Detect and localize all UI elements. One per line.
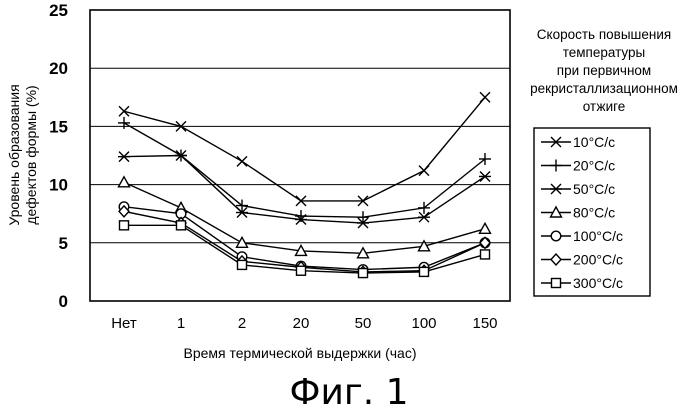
data-point <box>118 105 130 117</box>
y-tick-label: 0 <box>59 292 68 311</box>
legend-label: 50°C/с <box>573 181 615 197</box>
x-axis-label: Время термической выдержки (час) <box>184 345 417 361</box>
data-point <box>479 236 491 250</box>
legend-label: 10°C/с <box>573 134 615 150</box>
legend-item: 50°C/с <box>541 181 615 197</box>
series-7 <box>118 220 491 279</box>
data-point <box>175 220 187 231</box>
series-1 <box>118 91 491 207</box>
data-point <box>357 267 369 279</box>
data-point <box>118 220 130 231</box>
legend-title-line-1: Скорость повышения <box>537 27 671 42</box>
legend-marker <box>550 230 562 242</box>
y-tick-label: 15 <box>49 117 68 136</box>
data-point <box>236 155 248 167</box>
y-tick-label: 25 <box>49 1 68 20</box>
data-point <box>418 211 430 223</box>
data-point <box>118 151 130 163</box>
data-point <box>479 249 491 260</box>
x-tick-label: 20 <box>293 315 310 332</box>
legend: 10°C/с 20°C/с 50°C/с 80°C/с 100°C/с 200°C/с 30… <box>541 134 623 291</box>
data-point <box>356 246 370 259</box>
data-point <box>118 204 130 218</box>
legend-title-line-2: температуры <box>563 45 646 60</box>
x-tick-label: 2 <box>238 315 246 332</box>
x-tick-label: 1 <box>177 315 185 332</box>
legend-title-line-4: рекристаллизационном <box>530 81 678 96</box>
data-point <box>418 266 430 278</box>
series-line <box>123 122 486 218</box>
data-point <box>236 199 248 212</box>
data-point <box>418 165 430 177</box>
y-axis-label-line-1: Уровень образования <box>6 84 22 225</box>
legend-label: 100°C/с <box>573 228 623 244</box>
x-tick-label: 150 <box>472 315 497 332</box>
legend-item: 10°C/с <box>541 134 615 150</box>
data-point <box>357 195 369 207</box>
series-4 <box>117 175 492 259</box>
data-point <box>175 150 187 161</box>
legend-marker <box>550 159 562 172</box>
y-axis-label-line-2: дефектов формы (%) <box>23 85 39 224</box>
series-group <box>117 91 492 279</box>
legend-title-line-3: при первичном <box>557 63 651 78</box>
plot-frame <box>89 9 511 302</box>
series-3 <box>118 150 491 229</box>
legend-label: 300°C/с <box>573 275 623 291</box>
x-tick-label: 50 <box>355 315 372 332</box>
data-point <box>479 152 491 165</box>
data-point <box>478 221 492 235</box>
legend-item: 20°C/с <box>541 158 615 174</box>
y-axis-ticks: 0 5 10 15 20 25 <box>49 1 68 311</box>
x-tick-label: Нет <box>111 315 137 332</box>
series-line <box>123 96 486 202</box>
legend-title: Скорость повышения температуры при перви… <box>530 27 678 114</box>
data-point <box>294 243 308 257</box>
data-point <box>418 201 430 214</box>
legend-marker <box>550 277 562 289</box>
data-point <box>295 265 307 276</box>
y-tick-label: 5 <box>59 234 68 253</box>
data-point <box>235 235 249 249</box>
data-point <box>118 116 130 129</box>
data-point <box>479 91 491 103</box>
data-point <box>175 120 187 132</box>
legend-box <box>533 127 651 297</box>
legend-item: 100°C/с <box>541 228 623 244</box>
x-axis-ticks: Нет 1 2 20 50 100 150 <box>111 315 497 332</box>
data-point <box>357 217 369 229</box>
legend-marker <box>550 136 562 148</box>
legend-item: 200°C/с <box>541 252 623 268</box>
data-point <box>236 207 248 219</box>
legend-item: 80°C/с <box>541 205 615 221</box>
grid-lines <box>90 67 510 244</box>
legend-marker <box>549 205 563 218</box>
series-5 <box>118 201 491 276</box>
figure-caption: Фиг. 1 <box>289 372 408 413</box>
data-point <box>357 211 369 224</box>
data-point <box>117 175 131 188</box>
data-point <box>417 239 431 252</box>
legend-label: 200°C/с <box>573 252 623 268</box>
legend-item: 300°C/с <box>541 275 623 291</box>
legend-label: 80°C/с <box>573 205 615 221</box>
legend-marker <box>550 252 562 267</box>
y-tick-label: 20 <box>49 59 68 78</box>
legend-title-line-5: отжиге <box>583 99 626 114</box>
data-point <box>479 170 491 182</box>
y-axis-label: Уровень образования дефектов формы (%) <box>6 84 39 225</box>
data-point <box>236 259 248 271</box>
data-point <box>295 214 307 226</box>
y-tick-label: 10 <box>49 176 68 195</box>
data-point <box>295 195 307 207</box>
series-2 <box>118 116 491 224</box>
x-tick-label: 100 <box>411 315 436 332</box>
legend-label: 20°C/с <box>573 158 615 174</box>
legend-marker <box>550 183 562 195</box>
